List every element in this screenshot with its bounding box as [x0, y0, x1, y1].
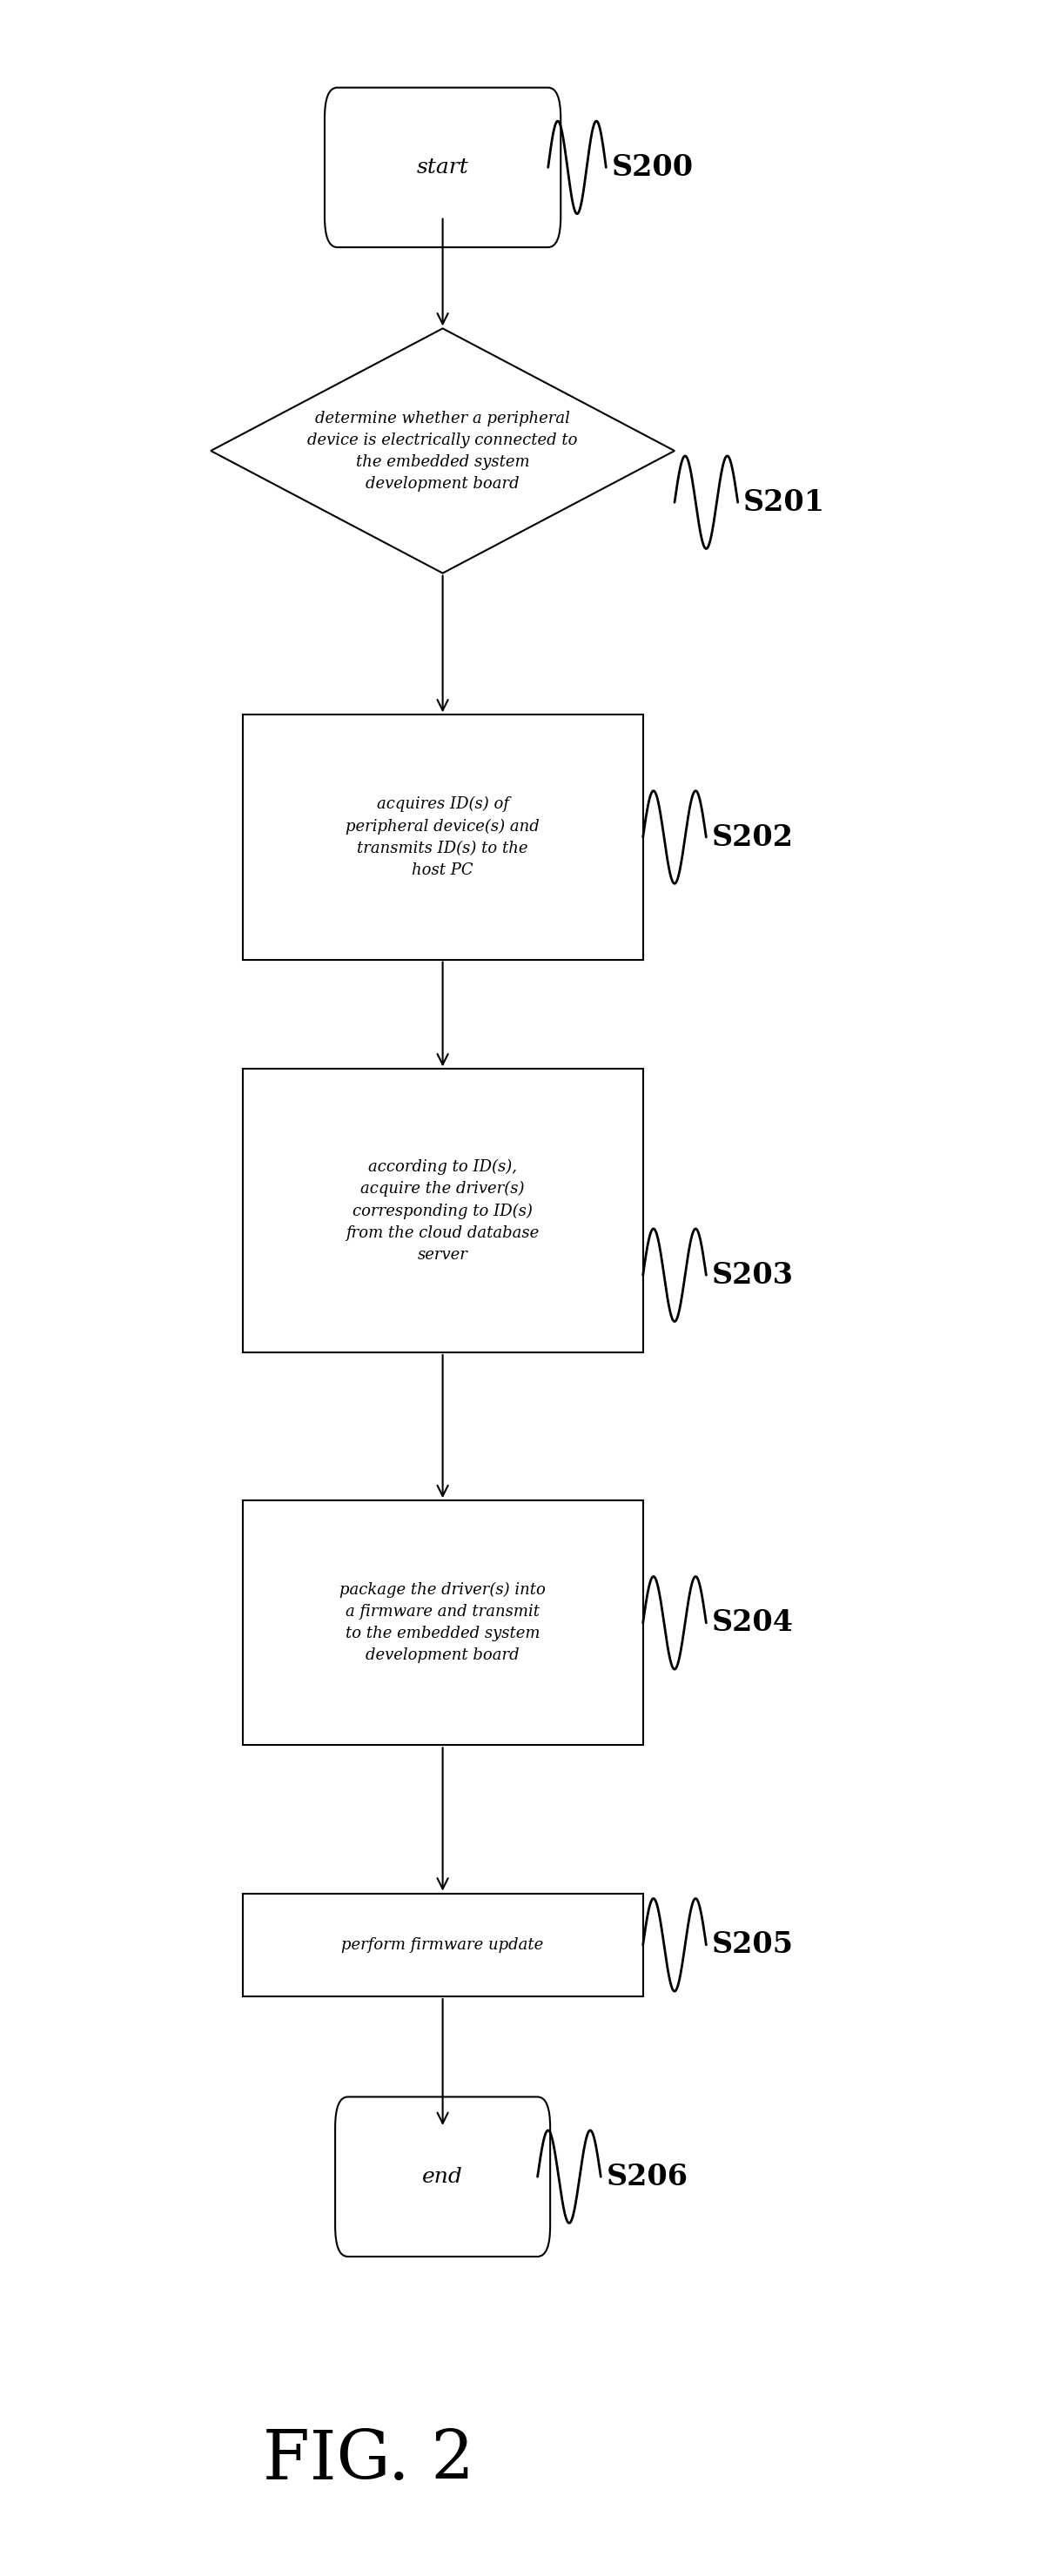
Text: S206: S206	[606, 2161, 688, 2192]
Text: determine whether a peripheral
device is electrically connected to
the embedded : determine whether a peripheral device is…	[308, 410, 578, 492]
Text: acquires ID(s) of
peripheral device(s) and
transmits ID(s) to the
host PC: acquires ID(s) of peripheral device(s) a…	[346, 796, 540, 878]
Text: package the driver(s) into
a firmware and transmit
to the embedded system
develo: package the driver(s) into a firmware an…	[339, 1582, 546, 1664]
Text: S205: S205	[711, 1929, 794, 1960]
Text: S204: S204	[711, 1607, 794, 1638]
Text: start: start	[416, 157, 469, 178]
Text: end: end	[423, 2166, 463, 2187]
Text: according to ID(s),
acquire the driver(s)
corresponding to ID(s)
from the cloud : according to ID(s), acquire the driver(s…	[346, 1159, 540, 1262]
Text: S201: S201	[743, 487, 825, 518]
Text: S200: S200	[611, 152, 694, 183]
Bar	[242, 714, 643, 961]
Bar	[242, 1069, 643, 1352]
Polygon shape	[211, 330, 675, 574]
Text: FIG. 2: FIG. 2	[264, 2427, 474, 2494]
FancyBboxPatch shape	[325, 88, 561, 247]
Text: S203: S203	[711, 1260, 794, 1291]
Text: S202: S202	[711, 822, 794, 853]
Bar	[242, 1893, 643, 1996]
Bar	[242, 1499, 643, 1747]
Text: perform firmware update: perform firmware update	[341, 1937, 544, 1953]
FancyBboxPatch shape	[335, 2097, 550, 2257]
